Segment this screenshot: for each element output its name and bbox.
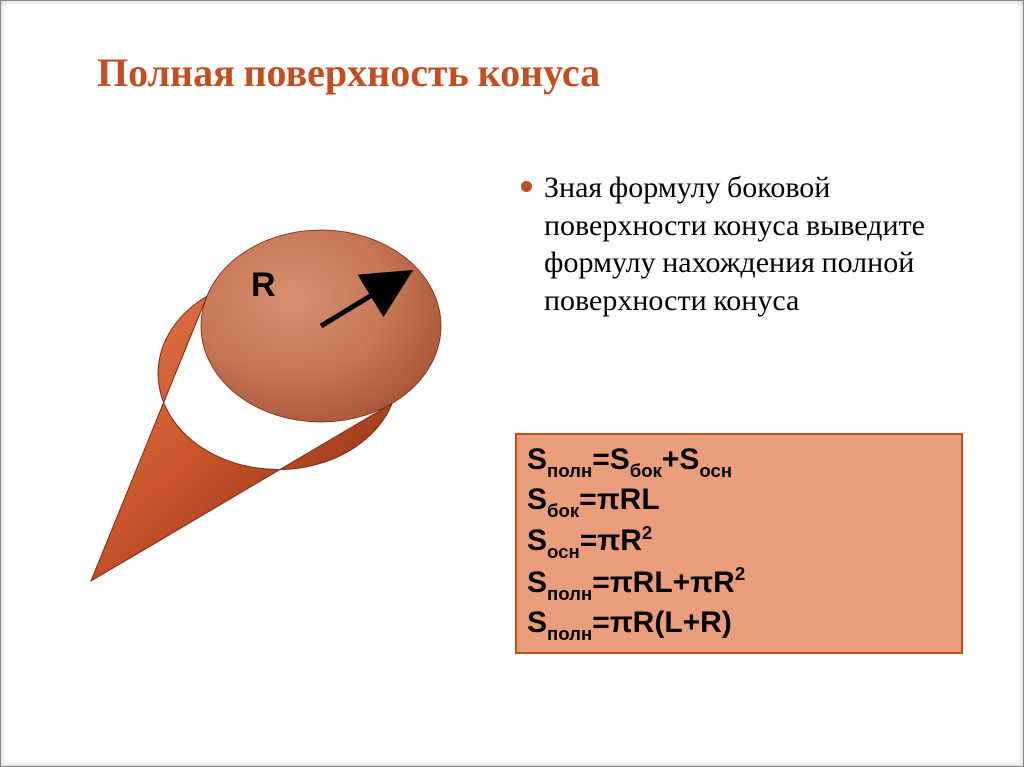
formula-line-0: Sполн=Sбок+Sосн	[527, 441, 951, 481]
bullet-text: Зная формулу боковой поверхности конуса …	[544, 169, 951, 319]
bullet-item: Зная формулу боковой поверхности конуса …	[521, 169, 951, 319]
radius-label: R	[251, 266, 276, 305]
cone-diagram: R	[41, 181, 481, 611]
bullet-dot-icon	[521, 181, 532, 192]
content-block: Зная формулу боковой поверхности конуса …	[521, 169, 951, 319]
formula-line-3: Sполн=πRL+πR2	[527, 563, 951, 604]
formula-line-4: Sполн=πR(L+R)	[527, 604, 951, 644]
slide-title: Полная поверхность конуса	[97, 49, 600, 96]
formula-line-1: Sбок=πRL	[527, 481, 951, 521]
formula-line-2: Sосн=πR2	[527, 521, 951, 562]
formula-box: Sполн=Sбок+SоснSбок=πRLSосн=πR2Sполн=πRL…	[515, 433, 963, 654]
slide: Полная поверхность конуса Зная формулу б…	[0, 0, 1024, 767]
cone-svg	[41, 181, 481, 611]
